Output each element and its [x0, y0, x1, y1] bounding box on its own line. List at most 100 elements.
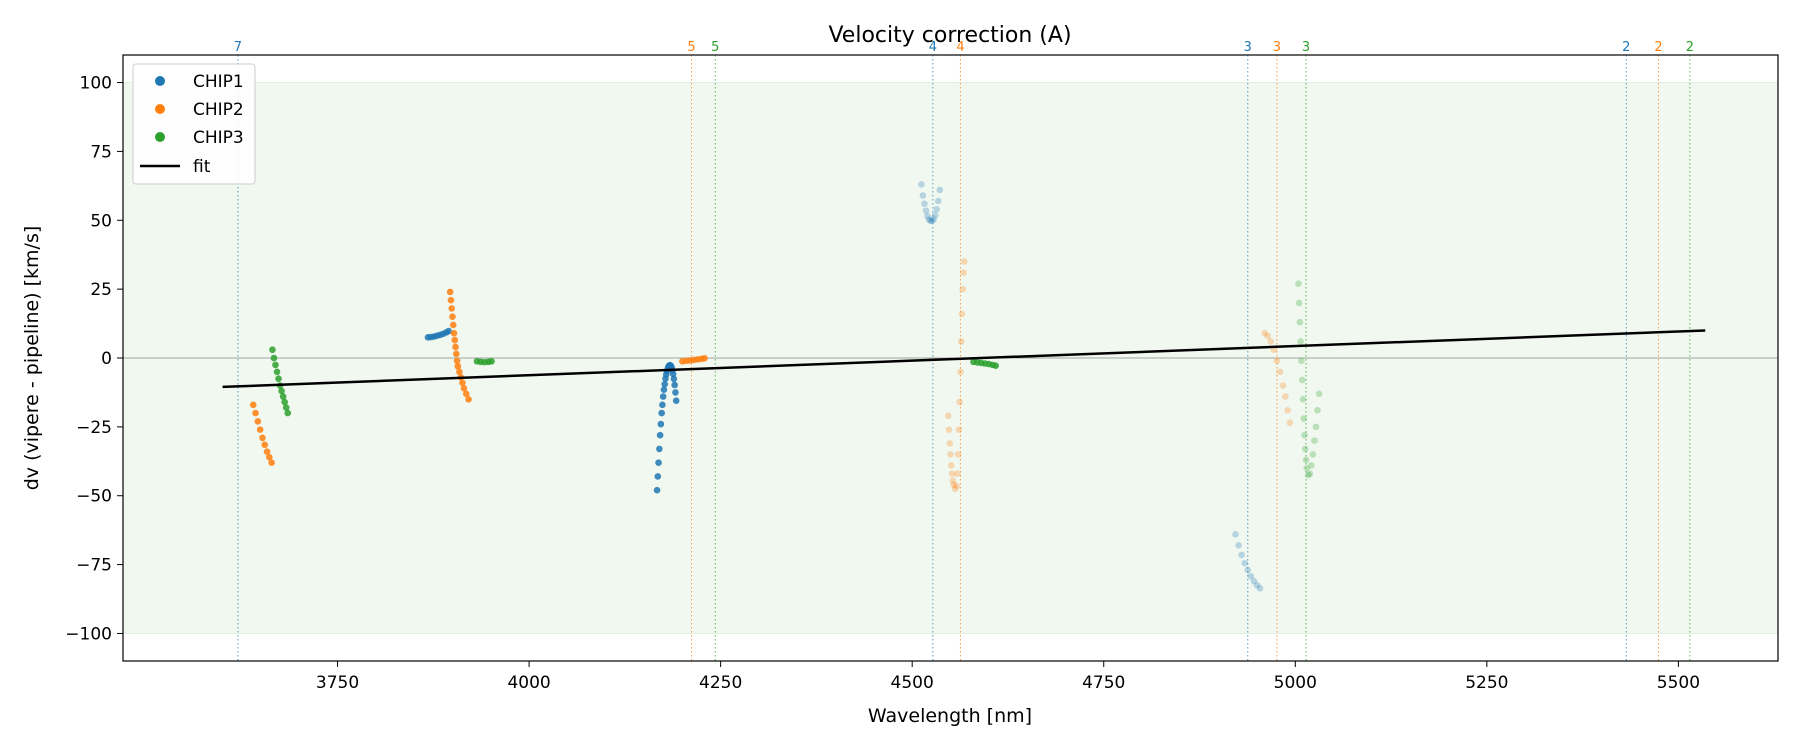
data-point-chip1	[657, 420, 665, 428]
data-point-chip3	[1303, 464, 1311, 472]
order-marker-label: 3	[1302, 40, 1310, 55]
legend-label-chip3: CHIP3	[193, 128, 244, 148]
data-point-chip1	[936, 186, 944, 194]
data-point-chip3	[1309, 451, 1317, 458]
data-point-chip3	[269, 346, 276, 354]
x-tick-label: 4250	[699, 673, 742, 693]
data-point-chip2	[950, 481, 957, 489]
data-point-chip1	[669, 370, 677, 378]
data-point-chip2	[261, 441, 269, 449]
data-point-chip3	[488, 358, 495, 365]
x-tick-label: 4000	[507, 673, 550, 693]
data-point-chip1	[660, 386, 668, 393]
x-axis-ticks: 3750 4000 4250 4500 4750 5000 5250 5500	[316, 661, 1700, 693]
data-point-chip2	[960, 269, 967, 276]
x-axis-label: Wavelength [nm]	[868, 705, 1032, 727]
data-point-chip2	[701, 354, 708, 362]
x-tick-label: 5500	[1657, 673, 1700, 693]
data-point-chip2	[951, 485, 959, 493]
data-point-chip1	[925, 216, 933, 223]
data-point-chip3	[1301, 431, 1308, 439]
x-tick-label: 4750	[1082, 673, 1125, 693]
data-point-chip1	[670, 375, 678, 383]
data-point-chip1	[1244, 566, 1252, 574]
data-point-chip2	[259, 434, 266, 442]
data-point-chip1	[934, 197, 942, 205]
data-point-chip2	[448, 305, 456, 312]
data-point-chip1	[927, 217, 934, 225]
data-point-chip2	[459, 379, 466, 387]
data-point-chip2	[947, 462, 955, 469]
data-point-chip1	[659, 393, 667, 400]
data-point-chip3	[278, 387, 285, 395]
data-point-chip1	[924, 212, 931, 220]
y-tick-label: 100	[80, 74, 112, 94]
y-tick-label: −75	[76, 556, 112, 576]
data-point-chip1	[654, 473, 662, 480]
data-point-chip1	[1253, 581, 1261, 589]
data-point-chip2	[953, 482, 960, 490]
data-point-chip2	[947, 451, 954, 458]
data-point-chip3	[1308, 462, 1315, 469]
data-point-chip1	[928, 217, 936, 225]
data-point-chip2	[945, 426, 953, 433]
legend-label-chip1: CHIP1	[193, 72, 244, 92]
data-point-chip2	[451, 336, 459, 344]
legend-marker-chip2	[155, 104, 165, 114]
data-point-chip2	[957, 368, 964, 376]
order-marker-label: 5	[687, 40, 695, 55]
data-point-chip3	[1302, 456, 1310, 464]
data-point-chip1	[1247, 572, 1255, 580]
data-point-chip2	[252, 409, 259, 417]
data-point-chip2	[1264, 332, 1272, 340]
data-point-chip3	[1311, 437, 1318, 444]
data-point-chip2	[1279, 382, 1287, 389]
data-point-chip1	[659, 401, 666, 409]
data-point-chip1	[930, 216, 937, 223]
order-marker-label: 3	[1244, 40, 1252, 55]
fit-line-layer	[222, 329, 1706, 389]
y-tick-label: 25	[90, 280, 112, 300]
order-marker-label: 4	[956, 40, 964, 55]
data-point-chip2	[954, 451, 962, 458]
data-point-chip1	[656, 431, 664, 439]
y-tick-label: 50	[90, 211, 112, 231]
legend: CHIP1 CHIP2 CHIP3 fit	[132, 63, 256, 185]
data-point-chip1	[661, 380, 669, 388]
data-point-chip3	[1298, 357, 1305, 365]
data-point-chip1	[655, 459, 662, 466]
order-marker-label: 7	[234, 40, 242, 55]
order-marker-label: 5	[711, 40, 719, 55]
data-point-chip2	[1284, 407, 1291, 414]
data-point-chip2	[960, 258, 968, 265]
data-point-chip2	[1267, 338, 1275, 345]
data-point-chip3	[992, 362, 1000, 370]
data-point-chip1	[922, 207, 930, 214]
legend-box	[132, 63, 256, 185]
data-point-chip1	[933, 205, 941, 213]
y-axis-label: dv (vipere - pipeline) [km/s]	[21, 226, 43, 491]
x-tick-label: 5000	[1274, 673, 1317, 693]
data-point-chip1	[672, 389, 679, 396]
data-point-chip1	[1256, 584, 1264, 592]
y-tick-label: −25	[76, 418, 112, 438]
data-point-chip3	[1301, 445, 1309, 453]
data-point-chip2	[263, 448, 271, 455]
chart-title: Velocity correction (A)	[828, 23, 1071, 48]
data-point-chip1	[918, 181, 925, 188]
data-point-chip3	[279, 393, 287, 400]
data-point-chip2	[449, 313, 456, 320]
data-point-chip1	[656, 445, 663, 453]
data-point-chip2	[954, 470, 961, 477]
data-point-chip1	[445, 327, 452, 335]
data-point-chip1	[1238, 551, 1245, 559]
data-point-chip2	[256, 426, 264, 433]
data-point-chip2	[946, 440, 954, 447]
data-point-chip1	[671, 381, 678, 389]
data-point-chip3	[282, 404, 290, 411]
y-axis-ticks: 100 75 50 25 0 −25 −50 −75 −100	[65, 74, 123, 644]
legend-marker-chip1	[155, 76, 165, 86]
x-tick-label: 3750	[316, 673, 359, 693]
data-point-chip3	[1296, 318, 1304, 326]
data-point-chip3	[281, 398, 288, 406]
